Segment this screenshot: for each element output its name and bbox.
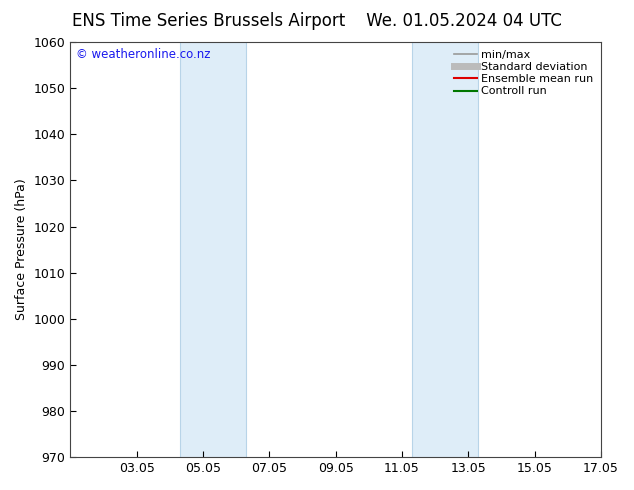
Text: © weatheronline.co.nz: © weatheronline.co.nz [75,49,210,61]
Y-axis label: Surface Pressure (hPa): Surface Pressure (hPa) [15,179,28,320]
Bar [412,42,478,457]
Legend: min/max, Standard deviation, Ensemble mean run, Controll run: min/max, Standard deviation, Ensemble me… [450,46,598,101]
Text: ENS Time Series Brussels Airport    We. 01.05.2024 04 UTC: ENS Time Series Brussels Airport We. 01.… [72,12,562,30]
Bar [180,42,246,457]
